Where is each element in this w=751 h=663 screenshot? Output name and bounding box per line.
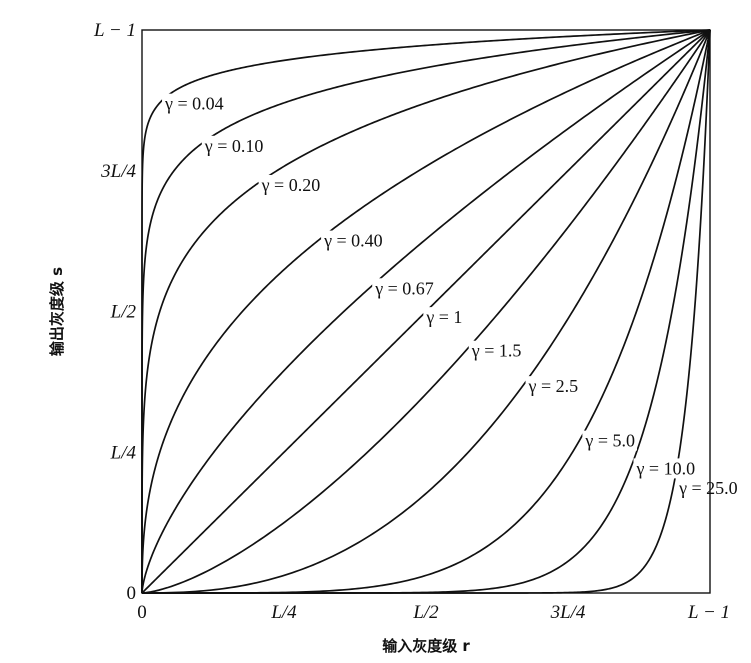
- y-tick-labels: 0 L/4 L/2 3L/4 L − 1: [93, 20, 137, 604]
- gamma-label-background: [676, 478, 740, 499]
- y-tick-label: L/4: [110, 442, 137, 463]
- curve-gamma-1_5: [141, 29, 711, 594]
- gamma-label: γ = 0.10: [204, 136, 264, 156]
- x-tick-label: L/4: [270, 602, 297, 623]
- x-tick-label: 0: [137, 602, 147, 623]
- gamma-label: γ = 1: [425, 307, 462, 327]
- gamma-label-background: [162, 93, 226, 114]
- curve-gamma-2_5: [142, 29, 711, 594]
- curve-gamma-0_4: [141, 29, 711, 593]
- x-tick-label: 3L/4: [550, 602, 586, 623]
- curve-gamma-0_67: [141, 29, 711, 593]
- gamma-label: γ = 5.0: [584, 431, 635, 451]
- gamma-label-background: [321, 230, 385, 251]
- gamma-label-background: [423, 307, 465, 328]
- y-axis-title: 输出灰度级 s: [48, 267, 66, 356]
- gamma-label: γ = 0.67: [374, 278, 434, 298]
- gamma-label-background: [258, 174, 323, 195]
- y-tick-label: 0: [127, 583, 137, 604]
- gamma-label: γ = 0.20: [261, 175, 321, 195]
- gamma-label-background: [582, 430, 637, 451]
- gamma-label: γ = 25.0: [678, 478, 738, 498]
- gamma-label-background: [372, 278, 436, 299]
- gamma-label-group: γ = 0.04 γ = 0.10 γ = 0.20 γ = 0.40 γ = 0.67…: [162, 93, 740, 499]
- y-tick-label: L/2: [110, 302, 137, 323]
- x-axis-title: 输入灰度级 r: [382, 637, 470, 655]
- curve-gamma-0_2: [141, 29, 711, 593]
- gamma-label-background: [633, 458, 698, 479]
- curve-gamma-0_1: [141, 29, 711, 593]
- x-tick-label: L − 1: [687, 602, 730, 623]
- gamma-label-background: [468, 340, 524, 361]
- curve-gamma-5: [142, 29, 711, 594]
- gamma-label-background: [201, 135, 266, 156]
- gamma-label: γ = 0.40: [323, 231, 383, 251]
- gamma-label: γ = 1.5: [471, 341, 522, 361]
- y-tick-label: L − 1: [93, 20, 136, 41]
- gamma-label: γ = 2.5: [528, 376, 579, 396]
- y-tick-label: 3L/4: [100, 161, 136, 182]
- gamma-label-background: [525, 376, 581, 397]
- plot-frame: [141, 29, 711, 594]
- curve-gamma-0_04: [141, 29, 711, 593]
- gamma-label: γ = 10.0: [635, 458, 695, 478]
- gamma-label: γ = 0.04: [164, 94, 224, 114]
- x-tick-label: L/2: [412, 602, 439, 623]
- x-tick-labels: 0 L/4 L/2 3L/4 L − 1: [137, 602, 730, 623]
